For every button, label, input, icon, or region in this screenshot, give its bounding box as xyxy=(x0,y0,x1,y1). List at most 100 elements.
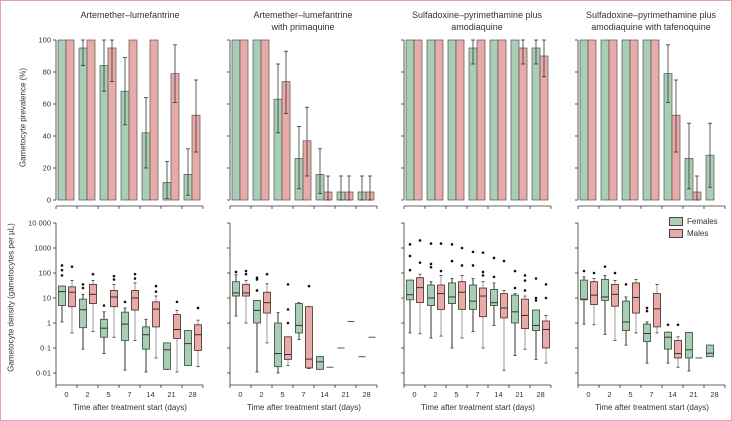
bar-females xyxy=(600,39,610,201)
legend-label-males: Males xyxy=(687,229,709,238)
outlier-point xyxy=(196,306,200,310)
box-males xyxy=(173,313,181,339)
bar-males xyxy=(629,39,639,201)
outlier-point xyxy=(154,284,158,288)
outlier-point xyxy=(481,270,485,274)
box-males xyxy=(632,282,640,314)
bar-males xyxy=(587,39,597,201)
outlier-point xyxy=(481,251,485,254)
outlier-point xyxy=(624,283,628,286)
box-females xyxy=(232,281,240,297)
outlier-point xyxy=(286,308,290,311)
outlier-point xyxy=(523,289,527,292)
x-tick-label: 28 xyxy=(710,390,718,399)
bottom-y-tick-label: 1 xyxy=(47,319,51,328)
outlier-point xyxy=(408,268,412,272)
outlier-point xyxy=(408,243,412,246)
box-males xyxy=(437,284,445,310)
box-females xyxy=(643,323,651,343)
outlier-point xyxy=(676,323,680,327)
bar-females xyxy=(642,39,652,201)
box-females xyxy=(664,331,672,350)
panel-title-4: Sulfadoxine–pyrimethamine plus amodiaquin… xyxy=(585,10,717,32)
bottom-y-tick-label: 1000 xyxy=(34,244,51,253)
bottom-y-axis-label: Gametocyte density (gametocytes per µL) xyxy=(6,223,16,372)
outlier-point xyxy=(429,262,433,266)
bottom-y-tick-label: 10 xyxy=(43,294,51,303)
box-males xyxy=(194,324,202,351)
outlier-point xyxy=(60,264,64,267)
x-axis-label-3: Time after treatment start (days) xyxy=(421,403,535,412)
outlier-point xyxy=(60,268,64,272)
outlier-point xyxy=(481,274,485,277)
bar-females xyxy=(447,39,457,201)
box-females xyxy=(427,284,435,306)
bottom-y-tick-label: 0·01 xyxy=(36,369,51,378)
x-tick-label: 14 xyxy=(320,390,328,399)
bar-males xyxy=(149,39,159,201)
bar-females xyxy=(57,39,67,201)
box-males xyxy=(242,283,250,297)
box-females xyxy=(142,326,150,350)
outlier-point xyxy=(534,296,538,300)
outlier-point xyxy=(534,277,538,280)
outlier-point xyxy=(255,276,259,279)
x-tick-label: 0 xyxy=(238,390,242,399)
box-females xyxy=(121,311,129,341)
bar-males xyxy=(455,39,465,201)
x-tick-label: 2 xyxy=(433,390,437,399)
bottom-y-tick-label: 0·1 xyxy=(40,344,51,353)
box-males xyxy=(590,281,598,305)
x-tick-label: 28 xyxy=(188,390,196,399)
outlier-point xyxy=(307,284,311,288)
x-tick-label: 28 xyxy=(362,390,370,399)
outlier-point xyxy=(439,269,443,273)
x-tick-label: 21 xyxy=(167,390,175,399)
outlier-point xyxy=(102,304,106,307)
bar-females xyxy=(489,39,499,201)
box-females xyxy=(58,285,66,306)
outlier-point xyxy=(429,265,433,269)
outlier-point xyxy=(255,289,259,292)
panel-title-3: Sulfadoxine–pyrimethamine plus amodiaquin… xyxy=(411,10,543,32)
x-tick-label: 7 xyxy=(301,390,305,399)
box-males xyxy=(131,290,139,311)
outlier-point xyxy=(418,239,422,242)
x-axis-label-4: Time after treatment start (days) xyxy=(595,403,709,412)
bar-females xyxy=(510,39,520,201)
box-females xyxy=(406,279,414,301)
bar-males xyxy=(497,39,507,201)
bar-females xyxy=(426,39,436,201)
outlier-point xyxy=(81,283,85,286)
x-tick-label: 14 xyxy=(668,390,676,399)
box-females xyxy=(295,303,303,334)
outlier-point xyxy=(265,272,269,276)
bottom-y-tick-label: 100 xyxy=(38,269,51,278)
bar-females xyxy=(405,39,415,201)
x-tick-label: 21 xyxy=(341,390,349,399)
legend-item-females: Females xyxy=(669,217,718,226)
legend-item-males: Males xyxy=(669,229,708,238)
outlier-point xyxy=(133,272,137,276)
bar-males xyxy=(476,39,486,201)
x-tick-label: 5 xyxy=(106,390,110,399)
x-axis-label-2: Time after treatment start (days) xyxy=(247,403,361,412)
box-males xyxy=(284,336,292,360)
top-y-axis-label: Gametocyte prevalence (%) xyxy=(18,67,28,168)
legend-swatch-females xyxy=(669,217,683,226)
outlier-point xyxy=(544,296,548,300)
bar-females xyxy=(78,47,88,201)
box-females xyxy=(685,331,693,359)
box-females xyxy=(163,342,171,370)
bar-males xyxy=(518,47,528,201)
bar-females xyxy=(531,47,541,201)
x-tick-label: 5 xyxy=(280,390,284,399)
bar-females xyxy=(468,47,478,201)
legend-label-females: Females xyxy=(687,217,718,226)
x-tick-label: 2 xyxy=(607,390,611,399)
outlier-point xyxy=(582,269,586,273)
x-tick-label: 5 xyxy=(454,390,458,399)
legend-swatch-males xyxy=(669,229,683,238)
bar-males xyxy=(65,39,75,201)
